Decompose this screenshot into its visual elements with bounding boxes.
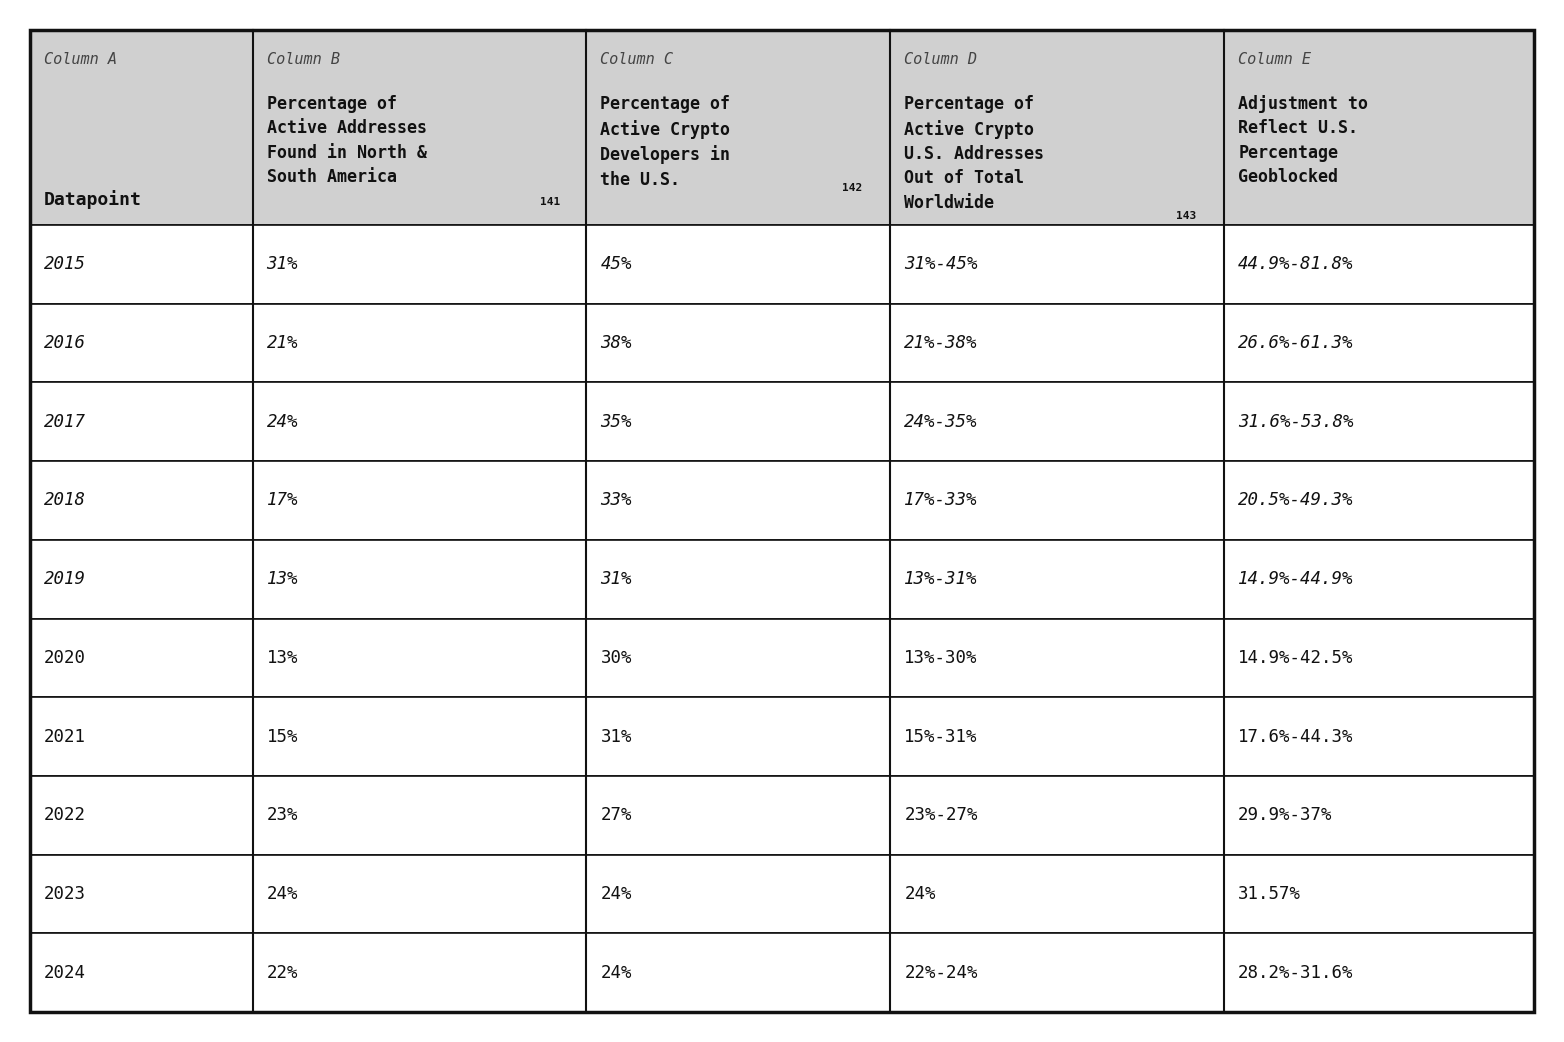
Text: 141: 141	[541, 197, 561, 207]
Text: 28.2%-31.6%: 28.2%-31.6%	[1239, 964, 1354, 982]
Text: 31.57%: 31.57%	[1239, 885, 1301, 903]
Bar	[30, 540, 1534, 619]
Text: 2015: 2015	[44, 255, 86, 273]
Text: 31%: 31%	[266, 255, 299, 273]
Text: 13%: 13%	[266, 649, 299, 667]
Text: Column D: Column D	[904, 52, 978, 67]
Text: Column B: Column B	[266, 52, 339, 67]
Text: Datapoint: Datapoint	[44, 190, 142, 209]
Text: 31%-45%: 31%-45%	[904, 255, 978, 273]
Bar	[30, 776, 1534, 854]
Text: 2017: 2017	[44, 413, 86, 430]
Text: 31%: 31%	[601, 570, 632, 588]
Bar	[30, 934, 1534, 1012]
Bar	[30, 303, 1534, 382]
Text: 2016: 2016	[44, 334, 86, 352]
Text: 45%: 45%	[601, 255, 632, 273]
Text: 13%-30%: 13%-30%	[904, 649, 978, 667]
Text: 17%: 17%	[266, 492, 299, 510]
Text: 44.9%-81.8%: 44.9%-81.8%	[1239, 255, 1354, 273]
Text: 33%: 33%	[601, 492, 632, 510]
Text: 2018: 2018	[44, 492, 86, 510]
Text: Percentage of
Active Crypto
U.S. Addresses
Out of Total
Worldwide: Percentage of Active Crypto U.S. Address…	[904, 95, 1045, 212]
Bar	[30, 462, 1534, 540]
Text: 22%-24%: 22%-24%	[904, 964, 978, 982]
Bar	[30, 619, 1534, 697]
Text: 27%: 27%	[601, 807, 632, 824]
Bar	[30, 225, 1534, 303]
Bar	[30, 30, 1534, 225]
Text: 23%: 23%	[266, 807, 299, 824]
Bar	[30, 697, 1534, 776]
Text: 13%-31%: 13%-31%	[904, 570, 978, 588]
Text: 17%-33%: 17%-33%	[904, 492, 978, 510]
Text: 26.6%-61.3%: 26.6%-61.3%	[1239, 334, 1354, 352]
Text: 35%: 35%	[601, 413, 632, 430]
Text: 31%: 31%	[601, 727, 632, 745]
Text: 24%: 24%	[266, 885, 299, 903]
Text: 31.6%-53.8%: 31.6%-53.8%	[1239, 413, 1354, 430]
Text: 14.9%-44.9%: 14.9%-44.9%	[1239, 570, 1354, 588]
Bar	[30, 854, 1534, 934]
Text: 143: 143	[1176, 210, 1196, 221]
Text: 21%: 21%	[266, 334, 299, 352]
Text: 2021: 2021	[44, 727, 86, 745]
Text: 23%-27%: 23%-27%	[904, 807, 978, 824]
Text: 142: 142	[843, 183, 862, 193]
Text: Adjustment to
Reflect U.S.
Percentage
Geoblocked: Adjustment to Reflect U.S. Percentage Ge…	[1239, 95, 1368, 185]
Text: 24%-35%: 24%-35%	[904, 413, 978, 430]
Text: Percentage of
Active Crypto
Developers in
the U.S.: Percentage of Active Crypto Developers i…	[601, 95, 730, 189]
Text: Column E: Column E	[1239, 52, 1311, 67]
Bar	[30, 382, 1534, 462]
Text: 15%-31%: 15%-31%	[904, 727, 978, 745]
Text: 2022: 2022	[44, 807, 86, 824]
Text: 2024: 2024	[44, 964, 86, 982]
Text: 24%: 24%	[601, 964, 632, 982]
Text: Column C: Column C	[601, 52, 674, 67]
Text: 14.9%-42.5%: 14.9%-42.5%	[1239, 649, 1354, 667]
Text: 2019: 2019	[44, 570, 86, 588]
Text: 29.9%-37%: 29.9%-37%	[1239, 807, 1333, 824]
Text: Column A: Column A	[44, 52, 117, 67]
Text: 38%: 38%	[601, 334, 632, 352]
Text: 24%: 24%	[904, 885, 935, 903]
Text: 2020: 2020	[44, 649, 86, 667]
Text: 2023: 2023	[44, 885, 86, 903]
Text: 30%: 30%	[601, 649, 632, 667]
Text: 21%-38%: 21%-38%	[904, 334, 978, 352]
Text: 17.6%-44.3%: 17.6%-44.3%	[1239, 727, 1354, 745]
Text: 13%: 13%	[266, 570, 299, 588]
Text: 20.5%-49.3%: 20.5%-49.3%	[1239, 492, 1354, 510]
Text: 22%: 22%	[266, 964, 299, 982]
Text: 24%: 24%	[601, 885, 632, 903]
Text: 24%: 24%	[266, 413, 299, 430]
Text: 15%: 15%	[266, 727, 299, 745]
Text: Percentage of
Active Addresses
Found in North &
South America: Percentage of Active Addresses Found in …	[266, 95, 427, 185]
